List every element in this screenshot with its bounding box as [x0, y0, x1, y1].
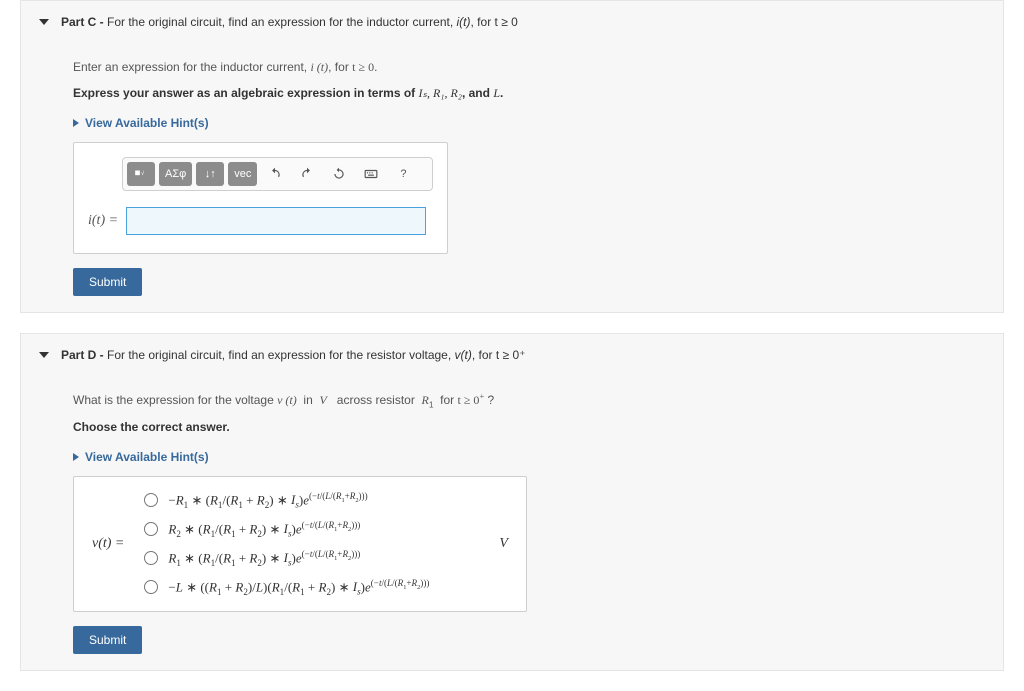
part-c-body: Enter an expression for the inductor cur… [21, 57, 1003, 296]
mc-option-2-text: R2 ∗ (R1/(R1 + R2) ∗ Is)e(−t/(L/(R1+R2))… [168, 520, 360, 539]
equation-toolbar: √ ΑΣφ ↓↑ vec ? [122, 157, 433, 191]
part-d-section: Part D - For the original circuit, find … [20, 333, 1004, 671]
greek-button[interactable]: ΑΣφ [159, 162, 192, 186]
part-c-title-bold: Part C - [61, 15, 107, 29]
part-d-header[interactable]: Part D - For the original circuit, find … [21, 334, 1003, 372]
reset-icon [332, 167, 346, 181]
subsup-button[interactable]: ↓↑ [196, 162, 224, 186]
part-c-header[interactable]: Part C - For the original circuit, find … [21, 1, 1003, 39]
hint-caret-icon [73, 453, 79, 461]
part-d-title: Part D - For the original circuit, find … [61, 348, 525, 362]
mc-radio-1[interactable] [144, 493, 158, 507]
collapse-caret-icon [39, 19, 49, 25]
keyboard-icon [364, 167, 378, 181]
mc-radio-2[interactable] [144, 522, 158, 536]
part-c-answer-box: √ ΑΣφ ↓↑ vec ? i(t) = [73, 142, 448, 254]
mc-radio-3[interactable] [144, 551, 158, 565]
templates-icon: √ [134, 167, 148, 181]
part-c-section: Part C - For the original circuit, find … [20, 0, 1004, 313]
part-c-prompt-2: Express your answer as an algebraic expr… [73, 83, 985, 103]
answer-input-label: i(t) = [88, 213, 118, 229]
templates-button[interactable]: √ [127, 162, 155, 186]
part-c-title: Part C - For the original circuit, find … [61, 15, 518, 29]
mc-radio-4[interactable] [144, 580, 158, 594]
part-c-prompt-1: Enter an expression for the inductor cur… [73, 57, 985, 77]
vec-button[interactable]: vec [228, 162, 257, 186]
keyboard-button[interactable] [357, 162, 385, 186]
mc-option-4-text: −L ∗ ((R1 + R2)/L)(R1/(R1 + R2) ∗ Is)e(−… [168, 578, 429, 597]
hint-caret-icon [73, 119, 79, 127]
mc-options: −R1 ∗ (R1/(R1 + R2) ∗ Is)e(−t/(L/(R1+R2)… [144, 491, 429, 597]
part-d-submit-button[interactable]: Submit [73, 626, 142, 654]
mc-option-3[interactable]: R1 ∗ (R1/(R1 + R2) ∗ Is)e(−t/(L/(R1+R2))… [144, 549, 429, 568]
collapse-caret-icon [39, 352, 49, 358]
part-d-prompt-2: Choose the correct answer. [73, 417, 985, 437]
answer-input[interactable] [126, 207, 426, 235]
part-d-prompt-1: What is the expression for the voltage v… [73, 390, 985, 412]
redo-icon [300, 167, 314, 181]
mc-option-4[interactable]: −L ∗ ((R1 + R2)/L)(R1/(R1 + R2) ∗ Is)e(−… [144, 578, 429, 597]
redo-button[interactable] [293, 162, 321, 186]
part-d-mc-box: v(t) = −R1 ∗ (R1/(R1 + R2) ∗ Is)e(−t/(L/… [73, 476, 527, 612]
part-d-title-bold: Part D - [61, 348, 107, 362]
mc-option-1-text: −R1 ∗ (R1/(R1 + R2) ∗ Is)e(−t/(L/(R1+R2)… [168, 491, 367, 510]
svg-text:√: √ [141, 170, 145, 177]
part-d-hint-toggle[interactable]: View Available Hint(s) [73, 450, 985, 464]
help-button[interactable]: ? [389, 162, 417, 186]
reset-button[interactable] [325, 162, 353, 186]
hint-link-label: View Available Hint(s) [85, 450, 209, 464]
mc-lhs-label: v(t) = [92, 536, 124, 552]
answer-input-row: i(t) = [74, 191, 447, 253]
undo-icon [268, 167, 282, 181]
part-c-submit-button[interactable]: Submit [73, 268, 142, 296]
mc-unit-label: V [499, 536, 508, 552]
mc-option-3-text: R1 ∗ (R1/(R1 + R2) ∗ Is)e(−t/(L/(R1+R2))… [168, 549, 360, 568]
mc-option-1[interactable]: −R1 ∗ (R1/(R1 + R2) ∗ Is)e(−t/(L/(R1+R2)… [144, 491, 429, 510]
hint-link-label: View Available Hint(s) [85, 116, 209, 130]
part-c-hint-toggle[interactable]: View Available Hint(s) [73, 116, 985, 130]
undo-button[interactable] [261, 162, 289, 186]
part-d-body: What is the expression for the voltage v… [21, 390, 1003, 654]
mc-option-2[interactable]: R2 ∗ (R1/(R1 + R2) ∗ Is)e(−t/(L/(R1+R2))… [144, 520, 429, 539]
